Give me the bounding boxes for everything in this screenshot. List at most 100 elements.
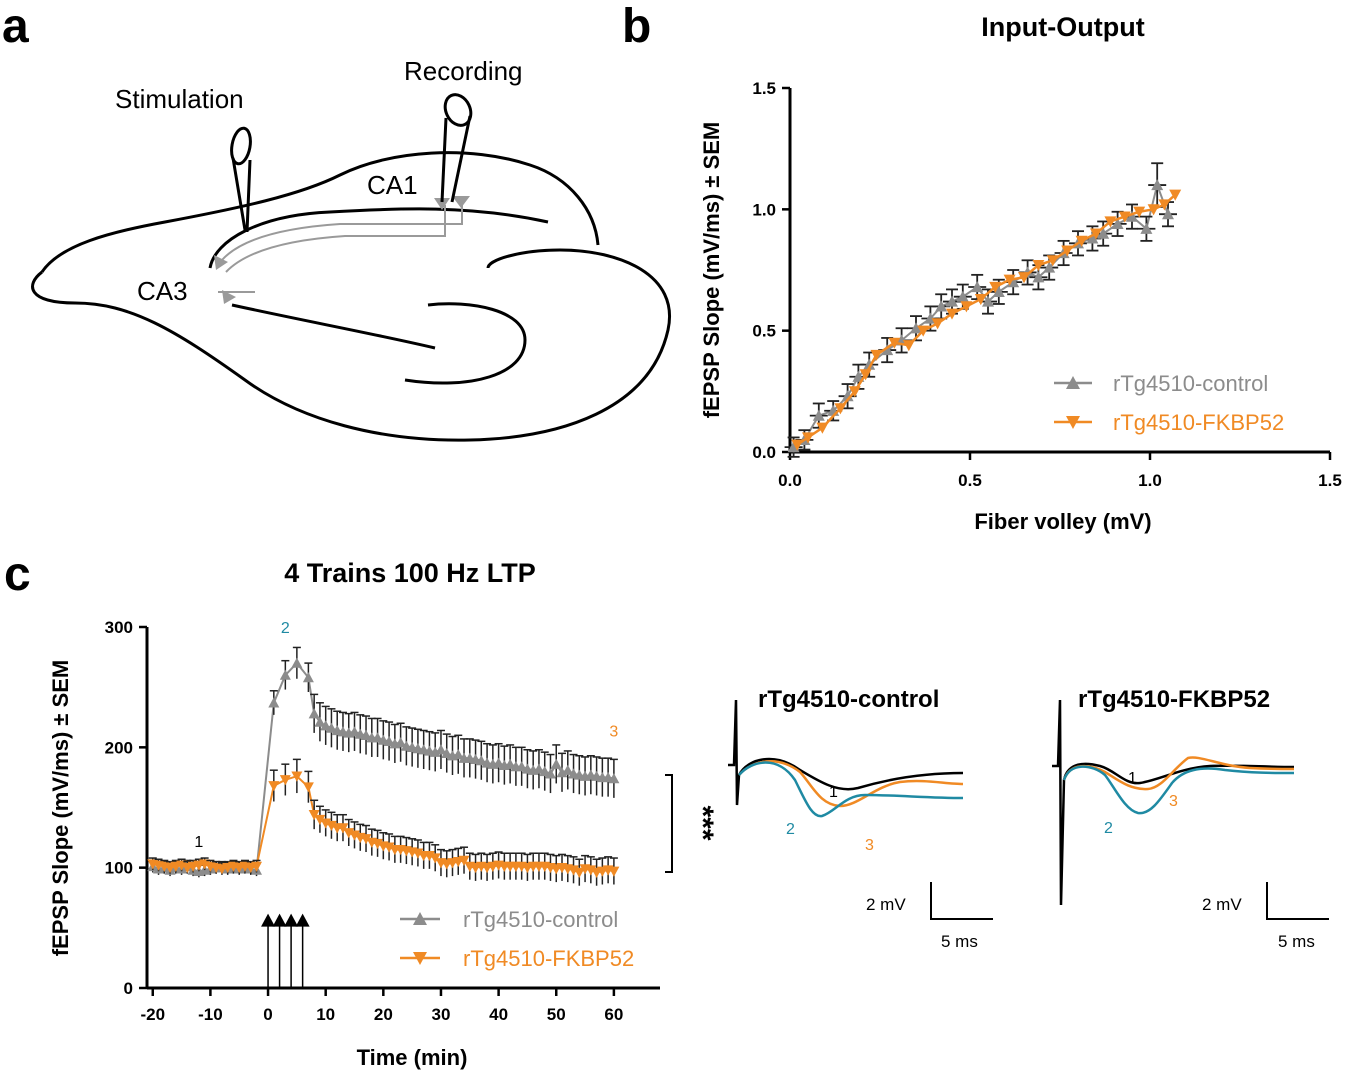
panel-a-label: a: [2, 0, 29, 53]
io-control-point: [1126, 210, 1138, 222]
ltp-x-tick-label: 10: [316, 1005, 335, 1024]
ltp-fkbp-point: [608, 866, 620, 877]
io-control-point: [841, 390, 854, 402]
ltp-x-tick-label: 60: [604, 1005, 623, 1024]
trace-fkbp-label-2: 2: [1104, 820, 1113, 837]
io-legend: rTg4510-control rTg4510-FKBP52: [1054, 371, 1284, 435]
io-legend-fkbp-label: rTg4510-FKBP52: [1113, 410, 1284, 435]
trace-control-label-1: 1: [829, 784, 838, 801]
io-y-axis-label: fEPSP Slope (mV/ms) ± SEM: [699, 122, 724, 419]
ltp-x-tick-label: 0: [263, 1005, 272, 1024]
io-control-point: [1086, 232, 1099, 244]
ltp-control-point: [291, 657, 303, 668]
ltp-fkbp-point: [279, 775, 291, 786]
hippocampus-outline: [31, 151, 671, 442]
ca1-label: CA1: [367, 170, 418, 200]
ltp-control-point: [441, 747, 453, 759]
io-x-tick-label: 0.5: [958, 471, 982, 490]
io-control-point: [1032, 271, 1045, 283]
ltp-fkbp-point: [360, 834, 372, 845]
io-fkbp-point: [1090, 228, 1102, 240]
io-y-tick-label: 1.0: [752, 200, 776, 219]
io-legend-fkbp-marker: [1066, 416, 1080, 429]
trace-control-scale-voltage: 2 mV: [866, 895, 906, 914]
io-control-point: [935, 300, 948, 312]
io-fkbp-line: [796, 193, 1177, 446]
ltp-legend-fkbp-label: rTg4510-FKBP52: [463, 946, 634, 971]
ltp-fkbp-point: [314, 814, 326, 826]
ltp-y-tick-label: 0: [124, 979, 133, 998]
io-x-tick-label: 1.5: [1318, 471, 1342, 490]
io-legend-fkbp: rTg4510-FKBP52: [1054, 410, 1284, 435]
io-control-point: [956, 290, 969, 302]
ltp-control-point: [314, 716, 326, 727]
ltp-legend: rTg4510-control rTg4510-FKBP52: [400, 907, 634, 971]
ltp-fkbp-point: [458, 855, 470, 866]
ltp-control-point: [349, 726, 361, 737]
ltp-x-tick-label: -20: [140, 1005, 165, 1024]
panel-c-label: c: [4, 548, 31, 601]
trace-control-scale-time: 5 ms: [941, 932, 978, 951]
trace-control-label-3: 3: [865, 837, 874, 854]
io-fkbp-point: [1169, 189, 1182, 201]
ltp-legend-control-label: rTg4510-control: [463, 907, 618, 932]
stimulation-electrode: [230, 126, 252, 233]
trace-control-label-2: 2: [786, 821, 795, 838]
trace-fkbp-title: rTg4510-FKBP52: [1078, 686, 1270, 713]
io-fkbp-point: [974, 294, 987, 306]
io-control-point: [910, 322, 922, 334]
io-fkbp-point: [791, 439, 804, 451]
significance-label: ***: [686, 805, 719, 840]
ltp-legend-control: rTg4510-control: [400, 907, 618, 932]
io-control-point: [1162, 208, 1174, 220]
ltp-y-tick-label: 200: [105, 738, 133, 757]
trace-fkbp-scale-voltage: 2 mV: [1202, 895, 1242, 914]
ltp-control-point: [475, 755, 487, 766]
io-control-point: [1043, 261, 1056, 273]
io-legend-control-marker: [1066, 376, 1080, 389]
ltp-control-point: [308, 708, 320, 719]
ltp-control-point: [608, 773, 620, 784]
io-fkbp-point: [870, 349, 883, 361]
io-fkbp-point: [1061, 245, 1074, 257]
io-fkbp-point: [931, 318, 944, 330]
ltp-fkbp-point: [302, 782, 314, 793]
ltp-control-point: [533, 763, 545, 774]
ltp-x-tick-label: 20: [374, 1005, 393, 1024]
recording-electrode: [440, 93, 473, 203]
io-fkbp-point: [1158, 199, 1171, 211]
io-fkbp-point: [816, 422, 829, 434]
io-fkbp-point: [946, 308, 958, 320]
ltp-y-tick-label: 100: [105, 859, 133, 878]
trace-fkbp-scale-time: 5 ms: [1278, 932, 1315, 951]
io-fkbp-point: [1075, 235, 1088, 247]
io-fkbp-point: [917, 325, 930, 337]
ltp-control-point: [544, 768, 556, 779]
io-control-point: [1111, 217, 1124, 229]
trace-control-teal: [738, 761, 964, 818]
io-fkbp-point: [960, 301, 973, 313]
ltp-control-point: [562, 764, 574, 775]
ltp-control-point: [395, 737, 407, 748]
ltp-control-point: [516, 761, 528, 772]
schaffer-pathway: [214, 196, 470, 304]
io-control-point: [982, 295, 994, 307]
trace-panel-fkbp: rTg4510-FKBP52 1 2 3 2 mV 5 ms: [1052, 686, 1329, 951]
ltp-point-label: 2: [281, 620, 290, 637]
stim-train-arrow: [295, 913, 310, 927]
io-fkbp-point: [888, 337, 901, 349]
io-fkbp-point: [902, 340, 915, 352]
io-fkbp-point: [1003, 274, 1016, 286]
io-fkbp-point: [1147, 204, 1160, 216]
ltp-control-point: [435, 744, 447, 755]
ltp-legend-fkbp: rTg4510-FKBP52: [400, 946, 634, 971]
ltp-control-point: [493, 757, 505, 768]
ca-layer: [208, 207, 549, 269]
io-control-point: [1140, 222, 1153, 234]
io-y-tick-label: 0.0: [752, 443, 776, 462]
io-fkbp-point: [848, 386, 861, 398]
ltp-x-tick-label: 40: [489, 1005, 508, 1024]
io-control-point: [946, 295, 958, 307]
io-x-axis-label: Fiber volley (mV): [974, 509, 1151, 534]
